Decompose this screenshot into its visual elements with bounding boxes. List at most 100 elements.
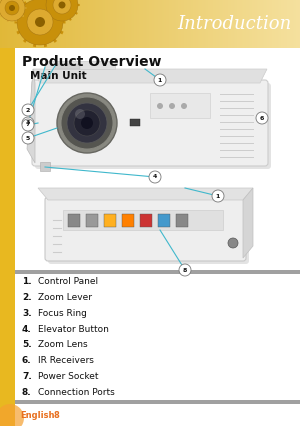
Bar xyxy=(66,0,68,48)
Polygon shape xyxy=(14,20,20,23)
Bar xyxy=(109,0,110,48)
Bar xyxy=(282,0,284,48)
Bar xyxy=(51,0,52,48)
Bar xyxy=(62,0,64,48)
Bar xyxy=(297,0,298,48)
Bar xyxy=(154,0,155,48)
Bar xyxy=(169,0,170,48)
Bar xyxy=(14,0,16,48)
Circle shape xyxy=(0,0,25,21)
Bar xyxy=(80,0,82,48)
Text: 8: 8 xyxy=(183,268,187,273)
Bar xyxy=(143,0,145,48)
Bar xyxy=(238,0,239,48)
Polygon shape xyxy=(74,12,78,15)
Bar xyxy=(7,0,8,48)
Polygon shape xyxy=(46,12,50,15)
Bar xyxy=(76,0,77,48)
Bar xyxy=(165,0,166,48)
Bar xyxy=(16,0,17,48)
Bar xyxy=(17,0,19,48)
Circle shape xyxy=(22,132,34,144)
Text: 3.: 3. xyxy=(22,309,32,318)
Circle shape xyxy=(212,190,224,202)
Bar xyxy=(189,0,190,48)
Text: 4.: 4. xyxy=(22,325,32,334)
Polygon shape xyxy=(33,42,37,47)
Bar xyxy=(97,0,98,48)
Bar xyxy=(10,0,11,48)
Bar xyxy=(9,0,11,48)
Bar xyxy=(86,0,88,48)
Polygon shape xyxy=(61,19,63,23)
Bar xyxy=(147,0,148,48)
Bar xyxy=(20,0,22,48)
Bar xyxy=(171,0,172,48)
Bar xyxy=(224,0,226,48)
Polygon shape xyxy=(0,14,3,17)
Bar xyxy=(228,0,230,48)
Text: 1: 1 xyxy=(216,193,220,199)
Bar xyxy=(226,0,227,48)
Bar xyxy=(190,0,191,48)
Bar xyxy=(203,0,205,48)
Bar xyxy=(158,214,170,227)
Bar xyxy=(251,0,253,48)
Bar xyxy=(256,0,257,48)
Text: Focus Ring: Focus Ring xyxy=(38,309,87,318)
Bar xyxy=(42,0,44,48)
Bar xyxy=(111,0,112,48)
Bar xyxy=(94,0,95,48)
Bar xyxy=(245,0,247,48)
Bar xyxy=(191,0,193,48)
Circle shape xyxy=(75,109,85,119)
Circle shape xyxy=(22,119,34,131)
Bar xyxy=(135,0,136,48)
Bar xyxy=(268,0,269,48)
Bar xyxy=(242,0,244,48)
Bar xyxy=(57,0,58,48)
Bar xyxy=(296,0,298,48)
Polygon shape xyxy=(33,0,37,3)
Bar xyxy=(275,0,277,48)
Bar xyxy=(207,0,208,48)
Bar xyxy=(248,0,250,48)
Circle shape xyxy=(154,74,166,86)
Bar xyxy=(92,0,94,48)
Polygon shape xyxy=(21,0,24,2)
Bar xyxy=(58,0,59,48)
Bar xyxy=(50,0,52,48)
Bar xyxy=(176,0,178,48)
Bar xyxy=(120,0,122,48)
Bar xyxy=(5,0,7,48)
Bar xyxy=(61,0,62,48)
Bar xyxy=(150,0,152,48)
Bar xyxy=(117,0,118,48)
Bar xyxy=(234,0,236,48)
Bar xyxy=(15,400,300,404)
Text: 4: 4 xyxy=(153,175,157,179)
Bar xyxy=(107,0,109,48)
FancyBboxPatch shape xyxy=(32,80,268,166)
Bar xyxy=(104,0,106,48)
Bar xyxy=(130,0,131,48)
Bar xyxy=(119,0,121,48)
Bar xyxy=(170,0,172,48)
Bar xyxy=(47,0,49,48)
Bar xyxy=(72,0,74,48)
Bar xyxy=(161,0,163,48)
Bar xyxy=(127,0,128,48)
Bar xyxy=(193,0,194,48)
Bar xyxy=(235,0,236,48)
Polygon shape xyxy=(27,69,35,163)
Bar xyxy=(198,0,200,48)
Bar xyxy=(3,0,4,48)
Bar xyxy=(295,0,296,48)
Bar xyxy=(219,0,220,48)
Bar xyxy=(31,0,32,48)
Bar xyxy=(183,0,184,48)
Bar xyxy=(39,0,40,48)
Bar xyxy=(59,0,61,48)
Bar xyxy=(100,0,101,48)
Bar xyxy=(204,0,206,48)
